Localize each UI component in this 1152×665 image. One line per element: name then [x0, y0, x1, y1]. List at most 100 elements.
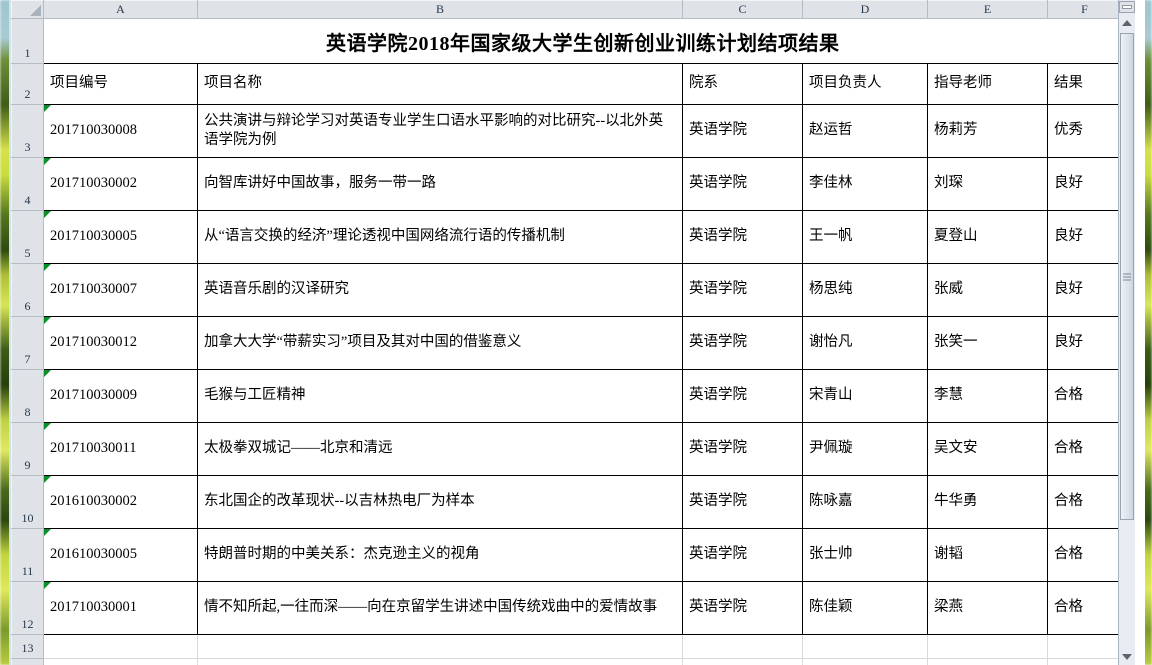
- cell-project-name[interactable]: 英语音乐剧的汉译研究: [197, 263, 683, 317]
- cell-leader[interactable]: 谢怡凡: [802, 316, 928, 370]
- row-header-3[interactable]: 3: [11, 104, 44, 158]
- cell-leader[interactable]: 尹佩璇: [802, 422, 928, 476]
- scroll-down-button[interactable]: [1119, 648, 1135, 665]
- cell-department[interactable]: 英语学院: [682, 104, 803, 158]
- cell-department[interactable]: 英语学院: [682, 263, 803, 317]
- cell-project-name[interactable]: 从“语言交换的经济”理论透视中国网络流行语的传播机制: [197, 210, 683, 264]
- cell-empty[interactable]: [682, 658, 803, 665]
- row-header-11[interactable]: 11: [11, 528, 44, 582]
- sheet-title[interactable]: 英语学院2018年国家级大学生创新创业训练计划结项结果: [43, 18, 1121, 64]
- header-cell-result[interactable]: 结果: [1047, 63, 1121, 105]
- cell-project-name[interactable]: 公共演讲与辩论学习对英语专业学生口语水平影响的对比研究--以北外英语学院为例: [197, 104, 683, 158]
- vertical-scrollbar[interactable]: [1118, 0, 1135, 665]
- cell-result[interactable]: 合格: [1047, 475, 1121, 529]
- cell-advisor[interactable]: 张威: [927, 263, 1048, 317]
- cell-advisor[interactable]: 李慧: [927, 369, 1048, 423]
- header-cell-advisor[interactable]: 指导老师: [927, 63, 1048, 105]
- cell-department[interactable]: 英语学院: [682, 157, 803, 211]
- row-header-8[interactable]: 8: [11, 369, 44, 423]
- cell-result[interactable]: 良好: [1047, 263, 1121, 317]
- column-header-b[interactable]: B: [197, 0, 683, 19]
- cell-result[interactable]: 合格: [1047, 422, 1121, 476]
- cell-leader[interactable]: 赵运哲: [802, 104, 928, 158]
- select-all-corner[interactable]: [11, 0, 44, 19]
- cell-project-name[interactable]: 太极拳双城记——北京和清远: [197, 422, 683, 476]
- cell-empty[interactable]: [927, 634, 1048, 659]
- cell-leader[interactable]: 王一帆: [802, 210, 928, 264]
- cell-department[interactable]: 英语学院: [682, 210, 803, 264]
- cell-empty[interactable]: [197, 658, 683, 665]
- cell-leader[interactable]: 李佳林: [802, 157, 928, 211]
- cell-empty[interactable]: [1047, 634, 1121, 659]
- cell-project-name[interactable]: 东北国企的改革现状--以吉林热电厂为样本: [197, 475, 683, 529]
- cell-empty[interactable]: [802, 658, 928, 665]
- cell-result[interactable]: 良好: [1047, 210, 1121, 264]
- row-header-14[interactable]: [11, 658, 44, 665]
- cell-result[interactable]: 合格: [1047, 369, 1121, 423]
- column-header-d[interactable]: D: [802, 0, 928, 19]
- cell-department[interactable]: 英语学院: [682, 422, 803, 476]
- column-header-f[interactable]: F: [1047, 0, 1121, 19]
- cell-result[interactable]: 优秀: [1047, 104, 1121, 158]
- cell-project-id[interactable]: 201710030002: [43, 157, 198, 211]
- cell-project-id[interactable]: 201610030005: [43, 528, 198, 582]
- cell-project-id[interactable]: 201610030002: [43, 475, 198, 529]
- cell-empty[interactable]: [1047, 658, 1121, 665]
- cell-project-name[interactable]: 向智库讲好中国故事，服务一带一路: [197, 157, 683, 211]
- cell-project-name[interactable]: 毛猴与工匠精神: [197, 369, 683, 423]
- cell-result[interactable]: 合格: [1047, 528, 1121, 582]
- cell-advisor[interactable]: 杨莉芳: [927, 104, 1048, 158]
- cell-department[interactable]: 英语学院: [682, 316, 803, 370]
- row-header-12[interactable]: 12: [11, 581, 44, 635]
- split-box-button[interactable]: [1119, 1, 1135, 13]
- cell-project-id[interactable]: 201710030007: [43, 263, 198, 317]
- header-cell-department[interactable]: 院系: [682, 63, 803, 105]
- cell-advisor[interactable]: 梁燕: [927, 581, 1048, 635]
- header-cell-name[interactable]: 项目名称: [197, 63, 683, 105]
- cell-advisor[interactable]: 刘琛: [927, 157, 1048, 211]
- cell-project-id[interactable]: 201710030009: [43, 369, 198, 423]
- cell-advisor[interactable]: 夏登山: [927, 210, 1048, 264]
- cell-leader[interactable]: 陈佳颖: [802, 581, 928, 635]
- cell-department[interactable]: 英语学院: [682, 475, 803, 529]
- cell-leader[interactable]: 陈咏嘉: [802, 475, 928, 529]
- row-header-1[interactable]: 1: [11, 18, 44, 64]
- cell-project-id[interactable]: 201710030011: [43, 422, 198, 476]
- cell-empty[interactable]: [43, 658, 198, 665]
- cell-empty[interactable]: [802, 634, 928, 659]
- cell-project-id[interactable]: 201710030008: [43, 104, 198, 158]
- cell-advisor[interactable]: 张笑一: [927, 316, 1048, 370]
- row-header-6[interactable]: 6: [11, 263, 44, 317]
- row-header-13[interactable]: 13: [11, 634, 44, 659]
- cell-department[interactable]: 英语学院: [682, 528, 803, 582]
- cell-empty[interactable]: [682, 634, 803, 659]
- row-header-9[interactable]: 9: [11, 422, 44, 476]
- row-header-5[interactable]: 5: [11, 210, 44, 264]
- cell-department[interactable]: 英语学院: [682, 581, 803, 635]
- column-header-c[interactable]: C: [682, 0, 803, 19]
- cell-project-name[interactable]: 情不知所起,一往而深——向在京留学生讲述中国传统戏曲中的爱情故事: [197, 581, 683, 635]
- row-header-7[interactable]: 7: [11, 316, 44, 370]
- cell-advisor[interactable]: 牛华勇: [927, 475, 1048, 529]
- cell-project-name[interactable]: 加拿大大学“带薪实习”项目及其对中国的借鉴意义: [197, 316, 683, 370]
- cell-result[interactable]: 良好: [1047, 316, 1121, 370]
- row-header-10[interactable]: 10: [11, 475, 44, 529]
- vertical-scrollbar-thumb[interactable]: [1120, 33, 1134, 520]
- cell-advisor[interactable]: 吴文安: [927, 422, 1048, 476]
- header-cell-id[interactable]: 项目编号: [43, 63, 198, 105]
- row-header-2[interactable]: 2: [11, 63, 44, 105]
- cell-empty[interactable]: [197, 634, 683, 659]
- cell-leader[interactable]: 张士帅: [802, 528, 928, 582]
- cell-project-id[interactable]: 201710030005: [43, 210, 198, 264]
- spreadsheet-grid-viewport[interactable]: A B C D E F 1 英语学院2018年国家级大学生创新创业训练计划结项结…: [11, 0, 1121, 665]
- cell-leader[interactable]: 宋青山: [802, 369, 928, 423]
- scroll-up-button[interactable]: [1119, 14, 1135, 31]
- header-cell-leader[interactable]: 项目负责人: [802, 63, 928, 105]
- cell-empty[interactable]: [927, 658, 1048, 665]
- cell-project-id[interactable]: 201710030012: [43, 316, 198, 370]
- row-header-4[interactable]: 4: [11, 157, 44, 211]
- cell-leader[interactable]: 杨思纯: [802, 263, 928, 317]
- cell-empty[interactable]: [43, 634, 198, 659]
- cell-project-id[interactable]: 201710030001: [43, 581, 198, 635]
- cell-result[interactable]: 合格: [1047, 581, 1121, 635]
